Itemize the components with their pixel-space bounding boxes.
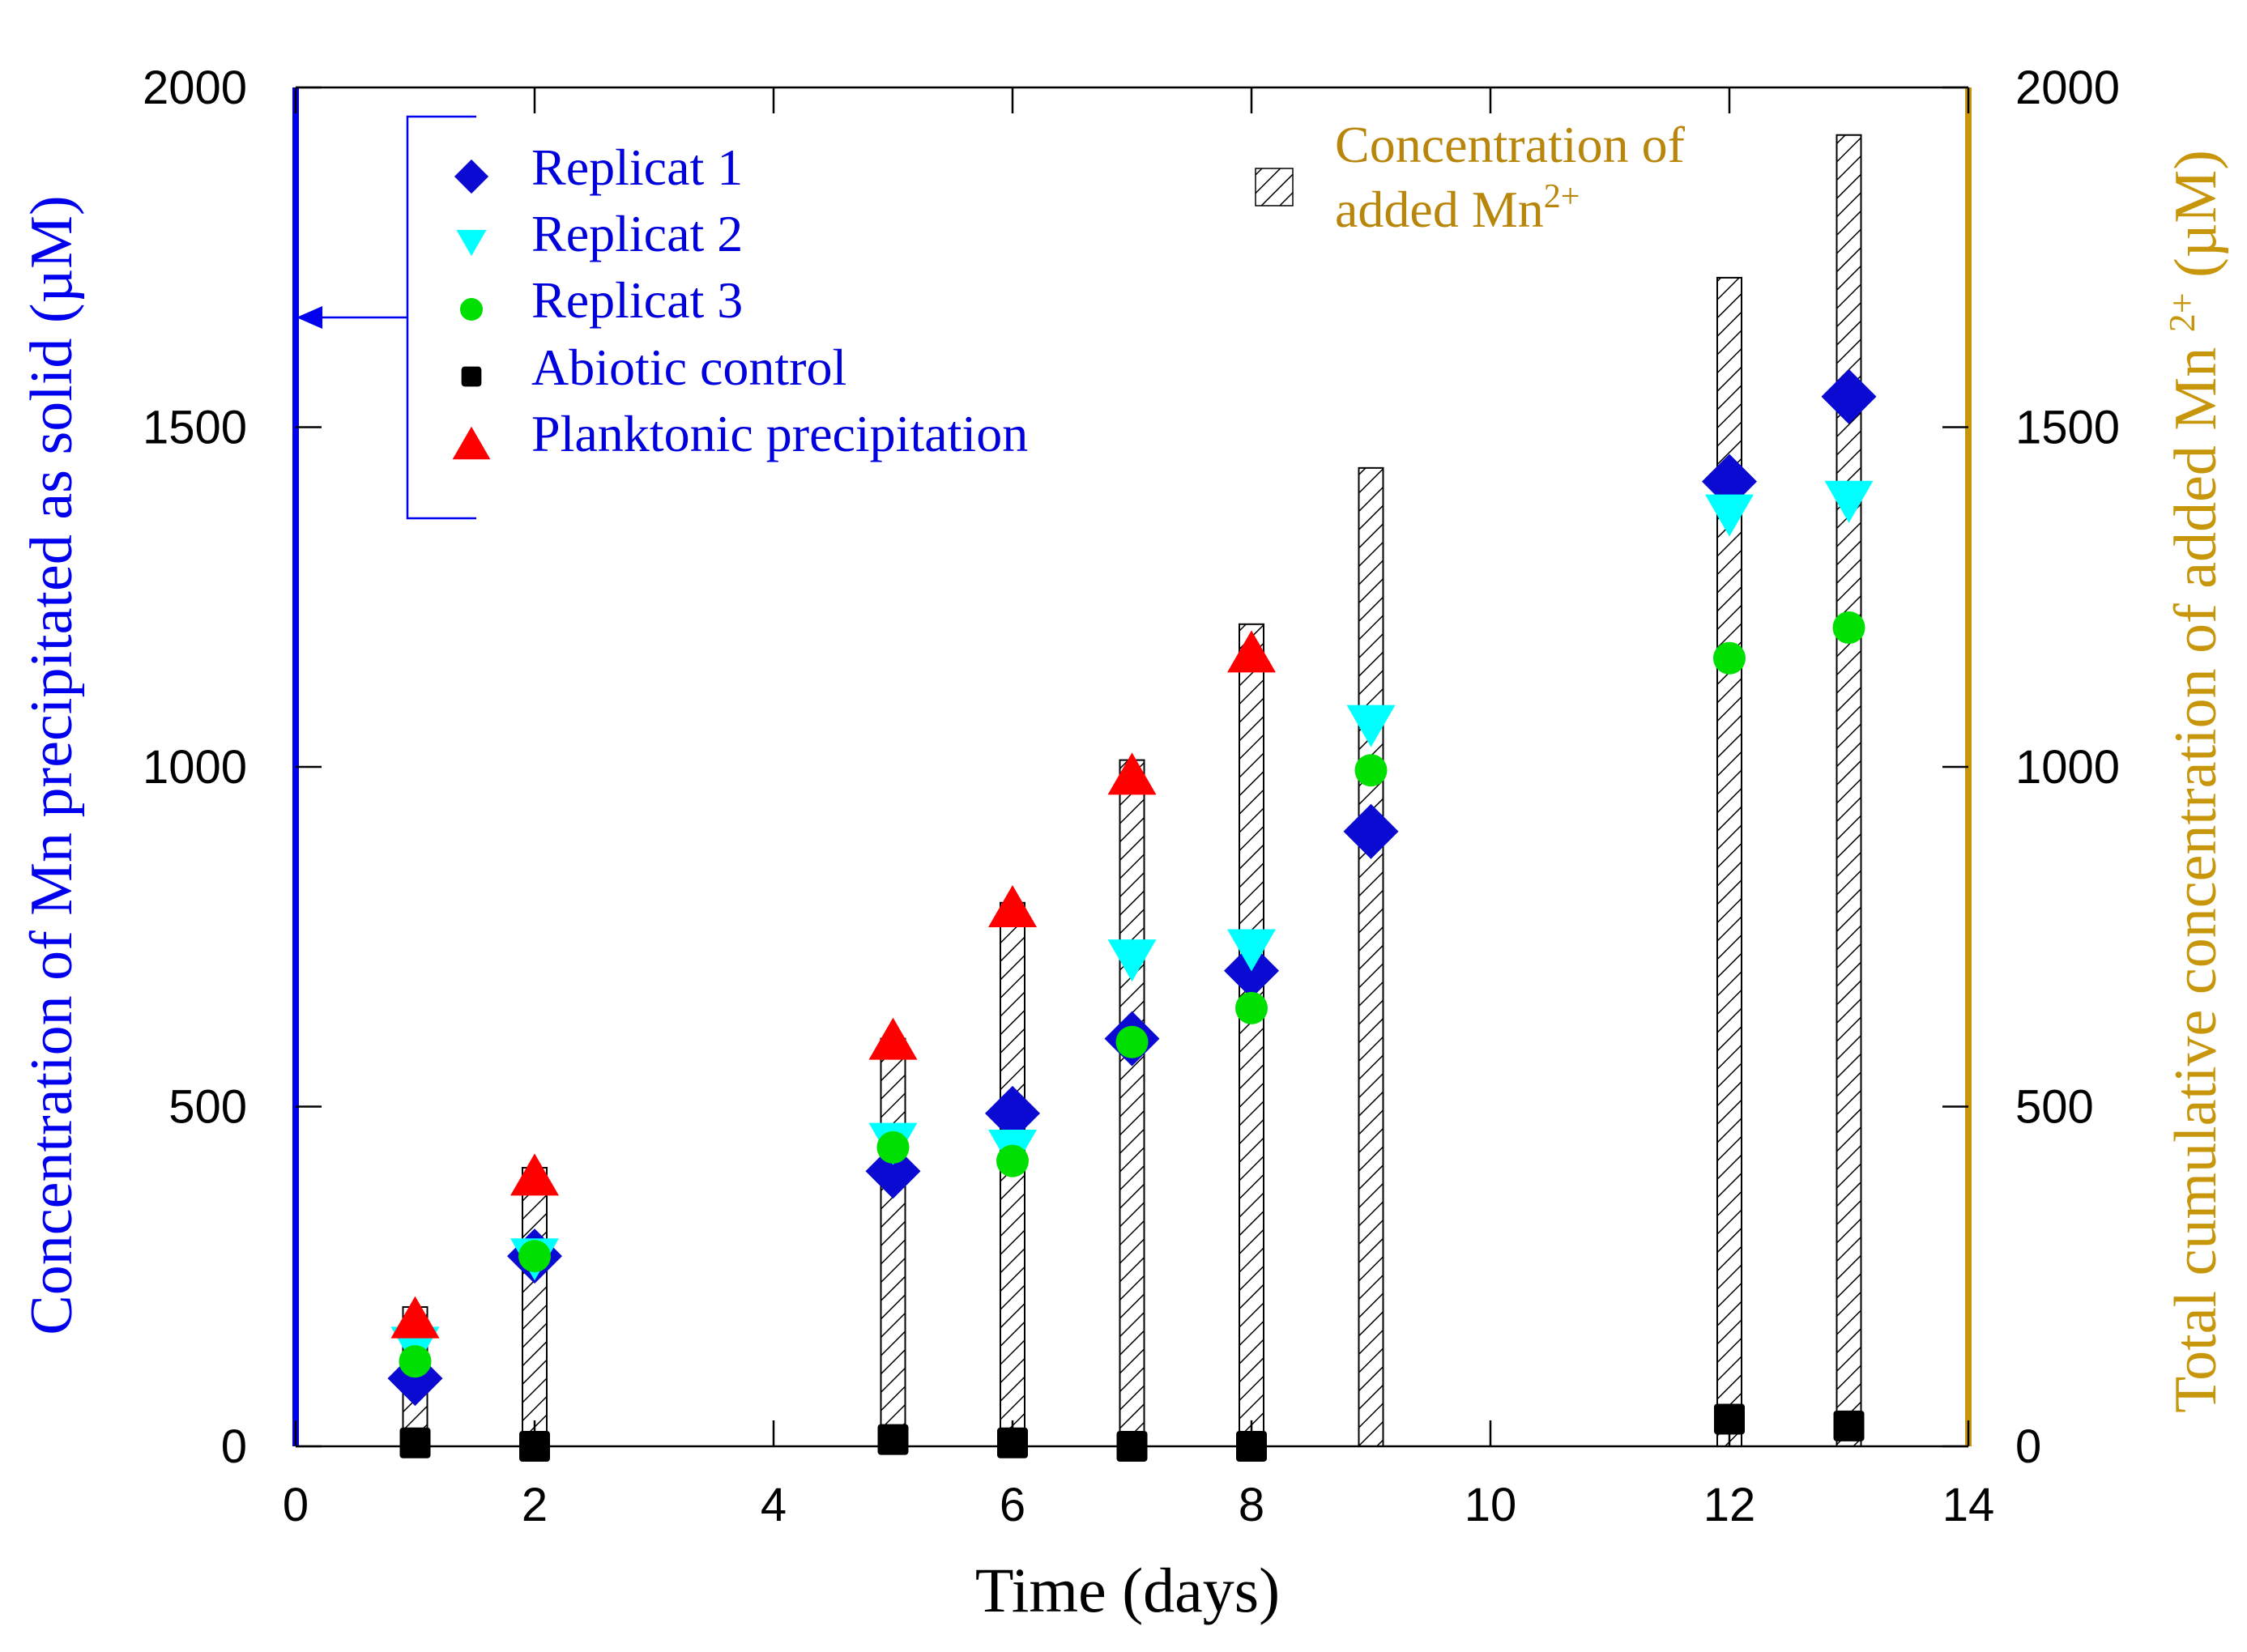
point-replicat-2: [1346, 705, 1396, 747]
point-replicat-3: [518, 1240, 551, 1273]
point-planktonic-precipitation: [1107, 752, 1157, 795]
y-tick-label-left: 2000: [143, 62, 247, 114]
bar-legend-label-line1: Concentration of: [1335, 116, 1686, 173]
bar-legend-swatch: [1255, 168, 1294, 206]
x-tick-label: 8: [1239, 1479, 1264, 1531]
axes-frame: [292, 86, 1972, 1448]
point-planktonic-precipitation: [390, 1296, 440, 1339]
x-tick-label: 12: [1703, 1479, 1756, 1531]
legend: Replicat 1 Replicat 2 Replicat 3 Abiotic co…: [296, 115, 1686, 520]
x-tick-label: 2: [522, 1479, 548, 1531]
point-abiotic-control: [399, 1427, 431, 1458]
y-tick-label-right: 2000: [2015, 62, 2120, 114]
point-replicat-3: [1713, 641, 1746, 675]
bar-legend-label-line2: added Mn2+: [1335, 178, 1580, 238]
x-tick-label: 0: [283, 1479, 309, 1531]
y-tick-label-left: 1500: [143, 402, 247, 454]
y-tick-label-right: 500: [2015, 1081, 2094, 1134]
bar-added-mn: [1836, 134, 1862, 1448]
point-replicat-2: [1824, 480, 1874, 523]
point-replicat-3: [876, 1130, 910, 1164]
bar-added-mn: [1358, 466, 1384, 1448]
point-abiotic-control: [1116, 1431, 1148, 1462]
point-replicat-2: [1705, 494, 1754, 537]
point-abiotic-control: [519, 1431, 550, 1462]
legend-label: Replicat 1: [531, 138, 743, 196]
legend-arrow-head: [296, 306, 322, 329]
y-tick-label-left: 500: [168, 1081, 247, 1134]
y-tick-label-right: 1000: [2015, 741, 2120, 794]
legend-label: Planktonic precipitation: [531, 405, 1028, 462]
points-layer: [387, 368, 1877, 1462]
point-abiotic-control: [1714, 1403, 1745, 1435]
point-abiotic-control: [997, 1427, 1028, 1458]
legend-marker-replicat-1: [454, 159, 489, 194]
right-y-axis-title: Total cumulative concentration of added …: [2161, 150, 2229, 1413]
x-tick-label: 6: [1000, 1479, 1025, 1531]
point-replicat-1: [1343, 803, 1399, 859]
ticks: 0 2 4 6 8 10 12 14 0 500 1000 1500 2000 0 500 1000 1500 2…: [143, 62, 2120, 1531]
axis-labels: Time (days) Concentration of Mn precipita…: [19, 150, 2229, 1625]
legend-marker-abiotic-control: [461, 366, 482, 387]
point-abiotic-control: [1833, 1410, 1865, 1441]
point-replicat-1: [865, 1143, 921, 1199]
point-planktonic-precipitation: [510, 1153, 559, 1196]
x-tick-label: 4: [761, 1479, 787, 1531]
y-tick-label-left: 1000: [143, 741, 247, 794]
bar-added-mn: [522, 1167, 548, 1447]
point-abiotic-control: [1236, 1431, 1267, 1462]
point-replicat-2: [1107, 939, 1157, 982]
point-planktonic-precipitation: [988, 884, 1037, 927]
legend-label: Replicat 2: [531, 205, 743, 262]
bar-added-mn: [1119, 759, 1145, 1447]
legend-marker-replicat-3: [460, 298, 483, 321]
point-replicat-3: [1354, 754, 1388, 787]
point-replicat-3: [1832, 611, 1865, 645]
x-tick-label: 10: [1465, 1479, 1517, 1531]
x-axis-title: Time (days): [975, 1555, 1280, 1625]
point-replicat-2: [1227, 929, 1276, 972]
point-replicat-1: [1821, 368, 1877, 424]
bar-added-mn: [1239, 623, 1264, 1447]
x-tick-label: 14: [1942, 1479, 1995, 1531]
legend-marker-planktonic-precipitation: [452, 426, 491, 460]
bar-added-mn: [880, 1037, 906, 1447]
point-planktonic-precipitation: [1227, 630, 1276, 673]
point-replicat-3: [996, 1144, 1029, 1177]
bar-added-mn: [1716, 276, 1742, 1447]
point-replicat-3: [399, 1345, 432, 1378]
left-y-axis-title: Concentration of Mn precipitated as soli…: [19, 195, 85, 1335]
y-tick-label-left: 0: [221, 1420, 247, 1473]
legend-label: Replicat 3: [531, 271, 743, 329]
legend-label: Abiotic control: [531, 338, 846, 396]
y-tick-label-right: 1500: [2015, 402, 2120, 454]
point-replicat-3: [1235, 991, 1268, 1024]
y-tick-label-right: 0: [2015, 1420, 2041, 1473]
legend-marker-replicat-2: [456, 229, 487, 257]
point-replicat-3: [1115, 1025, 1149, 1058]
point-replicat-1: [985, 1085, 1040, 1141]
point-planktonic-precipitation: [868, 1017, 918, 1060]
point-abiotic-control: [877, 1424, 909, 1455]
